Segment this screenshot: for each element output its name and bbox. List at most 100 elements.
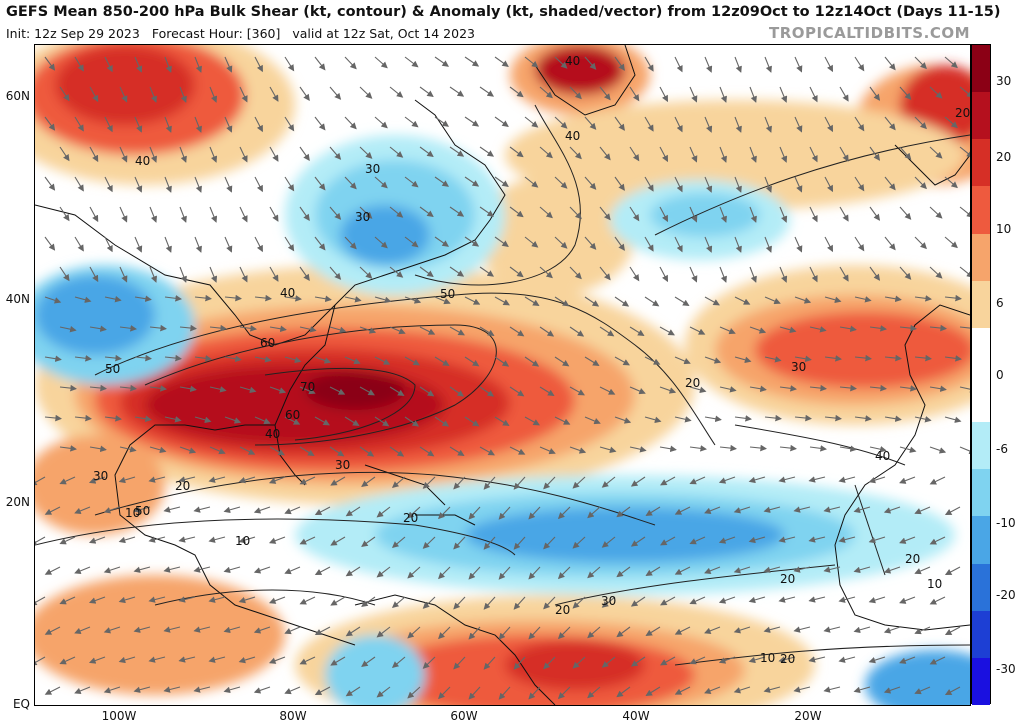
wind-vector [599,146,611,161]
wind-vector [959,266,970,278]
wind-vector [899,446,917,453]
wind-vector [614,116,625,131]
wind-vector [374,176,388,189]
wind-vector [314,416,330,426]
wind-vector [674,116,683,133]
wind-vector [794,56,803,73]
wind-vector [314,176,326,191]
wind-vector [929,86,943,99]
contour-label: 40 [280,286,295,300]
wind-vector [345,566,361,577]
wind-vector [539,146,553,159]
shade-positive [305,370,405,410]
wind-vector [134,176,143,193]
wind-vector [674,626,691,635]
wind-vector [284,356,302,364]
contour-label: 30 [335,458,350,472]
wind-vector [793,566,811,573]
wind-vector [330,536,346,546]
wind-vector [284,295,302,302]
wind-vector [629,326,645,336]
wind-vector [838,536,856,543]
wind-vector [404,356,420,366]
contour-label: 30 [791,360,806,374]
wind-vector [314,116,326,131]
wind-vector [453,476,466,490]
contour-label: 20 [555,603,570,617]
wind-vector [359,386,375,396]
wind-vector [899,324,917,332]
wind-vector [853,686,871,694]
wind-vector [809,266,818,283]
wind-vector [224,116,233,133]
colorbar-segment [972,563,990,612]
wind-vector [629,206,640,222]
wind-vector [483,476,496,490]
wind-vector [268,596,286,604]
wind-vector [404,176,419,188]
contour-label: 40 [265,427,280,441]
contour-line [35,518,516,556]
wind-vector [284,236,295,252]
wind-vector [299,536,316,545]
wind-vector [44,116,56,131]
wind-vector [118,596,136,604]
wind-vector [599,266,611,281]
wind-vector [359,446,375,457]
wind-vector [659,386,677,394]
wind-vector [718,656,736,664]
wind-vector [89,445,107,453]
colorbar-label: 6 [996,296,1004,310]
wind-vector [209,206,218,223]
wind-vector [838,656,856,663]
wind-vector [509,86,524,98]
wind-vector [748,476,766,484]
wind-vector [854,236,865,252]
wind-vector [194,416,212,424]
colorbar-label: -10 [996,516,1016,530]
wind-vector [224,236,233,253]
wind-vector [509,326,525,337]
wind-vector [899,385,917,392]
wind-vector [569,326,585,337]
wind-vector [404,56,419,68]
wind-vector [59,536,76,545]
colorbar-label: 10 [996,222,1012,236]
contour-label: 50 [135,504,150,518]
wind-vector [209,146,218,163]
wind-vector [808,476,826,483]
wind-vector [74,414,92,422]
wind-vector [223,686,241,694]
wind-vector [223,506,241,514]
wind-vector [808,596,826,603]
wind-vector [449,446,465,456]
colorbar-segment [972,657,990,706]
wind-vector [914,56,927,70]
wind-vector [854,56,865,72]
wind-vector [74,176,84,192]
wind-vector [899,536,916,544]
init-time: Init: 12z Sep 29 2023 [6,26,140,41]
wind-vector [239,386,257,394]
wind-vector [809,445,827,452]
colorbar-segment [972,92,990,140]
wind-vector [119,384,137,392]
contour-label: 40 [135,154,150,168]
wind-vector [359,326,377,334]
wind-vector [554,356,570,367]
wind-vector [148,656,166,663]
wind-vector [479,206,495,217]
wind-vector [89,146,99,163]
wind-vector [119,86,128,103]
wind-vector [644,356,661,365]
wind-vector [748,536,766,544]
wind-vector [645,686,661,696]
wind-vector [35,596,46,606]
wind-vector [422,656,436,669]
wind-vector [391,536,406,549]
wind-vector [543,476,556,490]
wind-vector [543,536,556,550]
wind-vector [449,146,465,157]
wind-vector [119,206,128,223]
wind-vector [869,206,881,221]
